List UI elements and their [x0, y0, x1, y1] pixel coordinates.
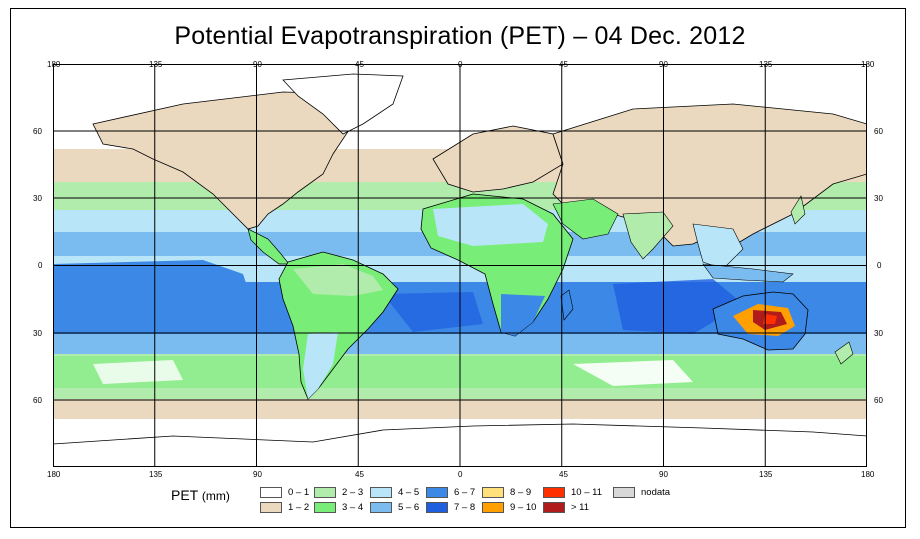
legend-swatch: [260, 487, 282, 498]
legend-item-label: 3 – 4: [342, 502, 364, 513]
lat-label-left: 0: [38, 261, 43, 270]
legend-swatch: [260, 502, 282, 513]
lon-label-top: 135: [149, 60, 163, 69]
legend-item-label: nodata: [641, 487, 671, 498]
indonesia: [702, 263, 794, 283]
legend-swatch: [543, 502, 565, 513]
lon-label-top: 180: [861, 60, 875, 69]
lon-label-top: 90: [659, 60, 668, 69]
middle-east: [552, 198, 619, 240]
australia-ring: [763, 314, 777, 324]
central-america: [247, 228, 290, 265]
legend-item-label: 10 – 11: [571, 487, 602, 498]
lon-label-bottom: 45: [355, 470, 364, 479]
legend-swatch: [314, 502, 336, 513]
lon-label-bottom: 180: [861, 470, 875, 479]
map-border: [53, 64, 867, 467]
lat-label-left: 60: [33, 127, 42, 136]
lon-label-bottom: 180: [47, 470, 61, 479]
graticule: [53, 64, 867, 467]
japan: [790, 195, 806, 225]
new-zealand: [834, 341, 854, 365]
lat-label-right: 30: [874, 194, 883, 203]
legend-item-label: 4 – 5: [398, 487, 420, 498]
southern-africa: [501, 294, 545, 336]
indian-ocean-patch: [613, 279, 743, 334]
legend-item-label: 0 – 1: [288, 487, 310, 498]
legend-label: PET: [171, 487, 198, 503]
legend-item-label: 6 – 7: [454, 487, 476, 498]
lat-label-right: 0: [877, 261, 882, 270]
lat-label-right: 60: [874, 396, 883, 405]
legend-item-label: 9 – 10: [510, 502, 537, 513]
lon-label-top: 135: [759, 60, 773, 69]
atlantic-patch: [383, 292, 483, 332]
legend-swatch: [370, 487, 392, 498]
legend-item-label: > 11: [571, 502, 590, 513]
lat-label-left: 60: [33, 396, 42, 405]
legend-item-label: 8 – 9: [510, 487, 532, 498]
legend-swatch: [426, 502, 448, 513]
lon-label-bottom: 135: [759, 470, 773, 479]
lon-label-bottom: 90: [659, 470, 668, 479]
legend-swatch: [482, 487, 504, 498]
lon-label-bottom: 0: [458, 470, 463, 479]
legend-item-label: 7 – 8: [454, 502, 476, 513]
legend-swatch: [314, 487, 336, 498]
south-pacific-white: [93, 360, 183, 384]
legend-swatch: [543, 487, 565, 498]
pet-map: [53, 64, 867, 467]
legend-unit: (mm): [201, 489, 230, 503]
lon-label-bottom: 135: [149, 470, 163, 479]
lat-label-left: 30: [33, 329, 42, 338]
legend-swatch: [482, 502, 504, 513]
lon-label-bottom: 45: [559, 470, 568, 479]
legend-item-label: 5 – 6: [398, 502, 420, 513]
madagascar: [560, 289, 574, 321]
lon-label-bottom: 90: [253, 470, 262, 479]
lon-label-top: 45: [355, 60, 364, 69]
legend-title: PET (mm): [171, 487, 230, 503]
legend-item-label: 2 – 3: [342, 487, 364, 498]
lon-label-top: 90: [253, 60, 262, 69]
lon-label-top: 0: [458, 60, 463, 69]
lon-label-top: 45: [559, 60, 568, 69]
lon-label-top: 180: [47, 60, 61, 69]
pacific-patch: [53, 260, 253, 322]
legend-swatch: [613, 487, 635, 498]
map-title: Potential Evapotranspiration (PET) – 04 …: [174, 22, 746, 50]
legend-swatch: [426, 487, 448, 498]
legend-swatch: [370, 502, 392, 513]
legend-item-label: 1 – 2: [288, 502, 310, 513]
sahara: [433, 204, 548, 246]
lat-label-right: 60: [874, 127, 883, 136]
lat-label-right: 30: [874, 329, 883, 338]
lat-label-left: 30: [33, 194, 42, 203]
south-america-north: [293, 264, 383, 296]
south-america-south: [303, 332, 338, 399]
greenland: [282, 73, 404, 135]
